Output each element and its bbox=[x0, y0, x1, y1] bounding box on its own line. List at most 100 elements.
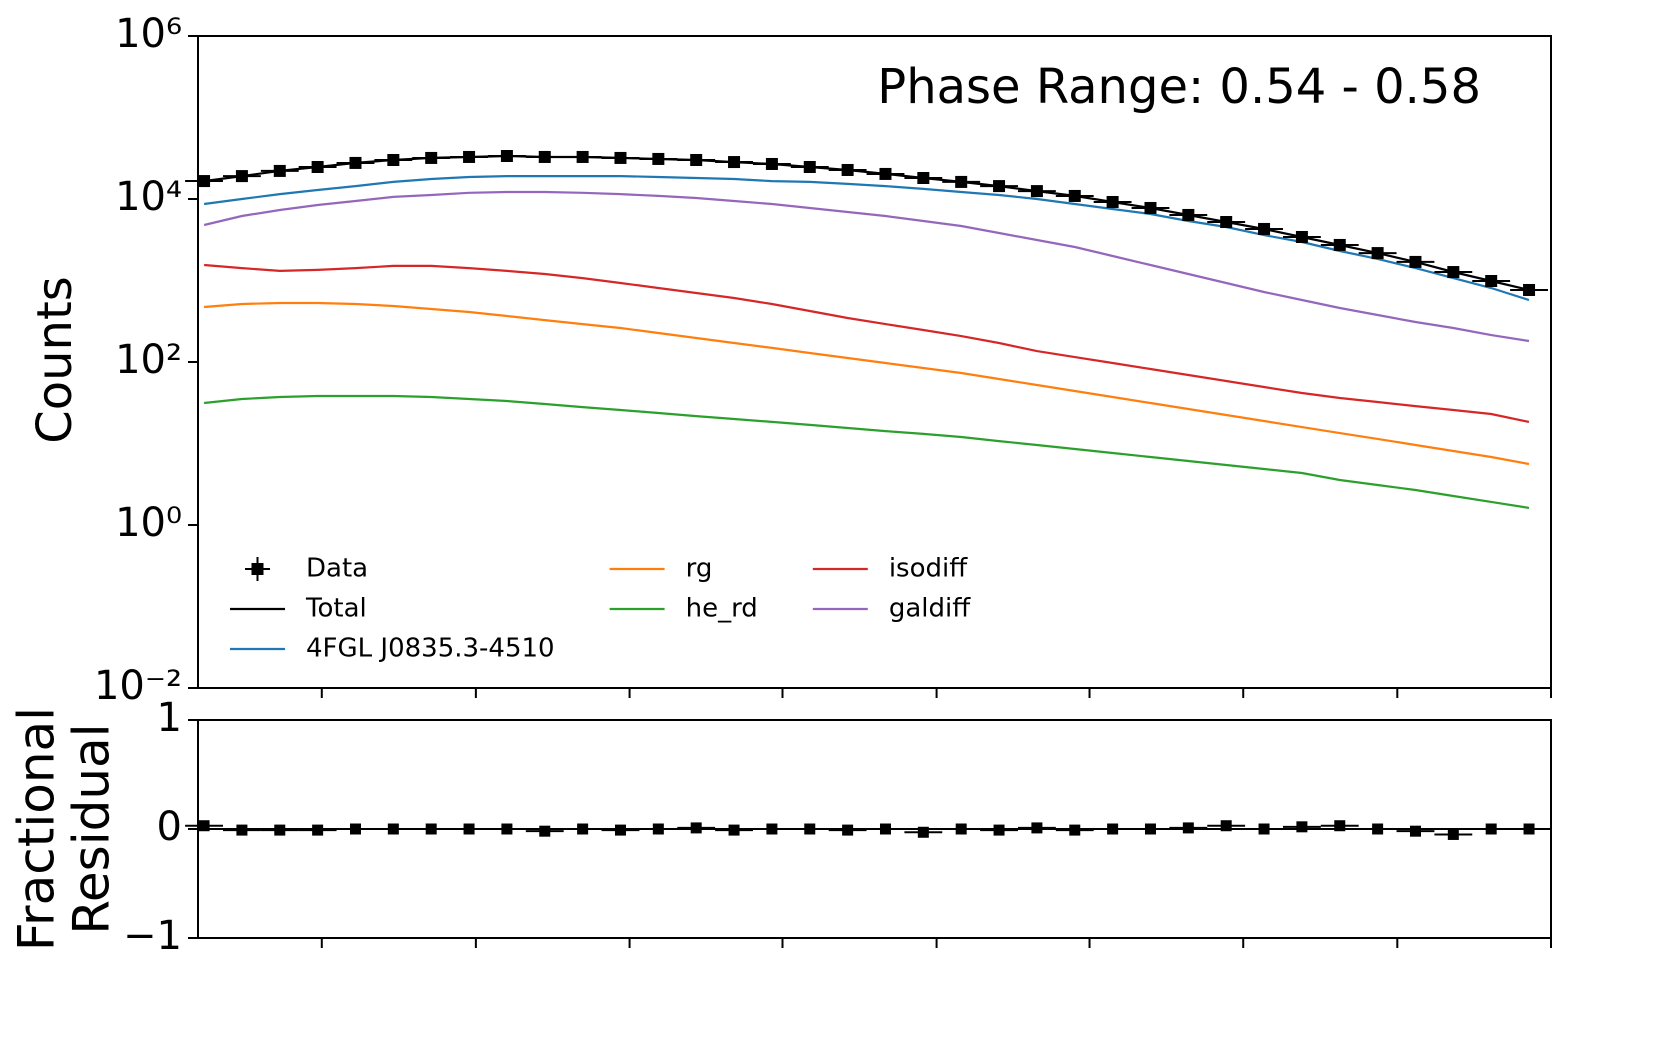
data-point bbox=[1258, 222, 1271, 235]
data-point bbox=[1107, 823, 1119, 835]
data-point bbox=[1258, 823, 1270, 835]
data-point bbox=[1334, 820, 1346, 832]
data-point bbox=[539, 825, 551, 837]
data-point bbox=[236, 824, 248, 836]
annotation: Phase Range: 0.54 - 0.58 bbox=[877, 59, 1481, 115]
data-point bbox=[1220, 820, 1232, 832]
data-point bbox=[1447, 266, 1460, 279]
data-point bbox=[1372, 823, 1384, 835]
data-point bbox=[1409, 825, 1421, 837]
y-axis-label: Fractional bbox=[8, 707, 66, 951]
data-point bbox=[879, 167, 892, 180]
data-point bbox=[993, 180, 1006, 193]
y-tick-label: 10⁴ bbox=[115, 174, 182, 220]
data-point bbox=[614, 824, 626, 836]
data-point bbox=[501, 823, 513, 835]
data-point bbox=[198, 820, 210, 832]
data-point bbox=[1523, 823, 1535, 835]
data-point bbox=[1182, 208, 1195, 221]
data-point bbox=[577, 823, 589, 835]
data-point bbox=[1485, 823, 1497, 835]
y-tick-label: 10⁶ bbox=[115, 11, 182, 57]
data-point bbox=[349, 823, 361, 835]
series-line bbox=[203, 154, 1530, 292]
y-tick-label: 10⁰ bbox=[115, 500, 182, 546]
y-tick-label: 10⁻² bbox=[94, 663, 182, 709]
data-point bbox=[463, 823, 475, 835]
data-point bbox=[652, 152, 665, 165]
data-point bbox=[1523, 283, 1536, 296]
legend-label: Total bbox=[305, 594, 367, 624]
legend-label: rg bbox=[686, 554, 713, 584]
data-point bbox=[1296, 821, 1308, 833]
data-point bbox=[311, 160, 324, 173]
data-point bbox=[1447, 828, 1459, 840]
y-tick-label: 1 bbox=[157, 695, 182, 741]
data-point bbox=[1031, 822, 1043, 834]
data-point bbox=[842, 824, 854, 836]
data-point bbox=[425, 151, 438, 164]
data-point bbox=[1333, 238, 1346, 251]
data-point bbox=[917, 826, 929, 838]
data-point bbox=[273, 164, 286, 177]
data-point bbox=[312, 824, 324, 836]
series-line bbox=[204, 263, 1530, 423]
data-point bbox=[1485, 274, 1498, 287]
y-tick-label: 0 bbox=[157, 804, 182, 850]
data-point bbox=[841, 163, 854, 176]
data-point bbox=[235, 170, 248, 183]
data-point bbox=[387, 823, 399, 835]
data-point bbox=[728, 824, 740, 836]
series-line bbox=[204, 301, 1530, 466]
data-point bbox=[1220, 216, 1233, 229]
series-line bbox=[203, 175, 1530, 302]
data-point bbox=[349, 156, 362, 169]
y-tick-label: 10² bbox=[115, 337, 182, 383]
data-point bbox=[917, 171, 930, 184]
data-point bbox=[576, 150, 589, 163]
data-point bbox=[652, 823, 664, 835]
data-point bbox=[1144, 201, 1157, 214]
series-line bbox=[203, 190, 1530, 343]
legend-label: isodiff bbox=[889, 554, 968, 584]
data-point bbox=[1144, 823, 1156, 835]
data-point bbox=[198, 175, 211, 188]
data-point bbox=[1371, 247, 1384, 260]
data-point bbox=[1295, 230, 1308, 243]
data-point bbox=[955, 175, 968, 188]
data-point bbox=[1409, 255, 1422, 268]
legend-label: galdiff bbox=[889, 594, 971, 624]
y-axis-label: Counts bbox=[27, 276, 83, 444]
data-point bbox=[804, 823, 816, 835]
data-point bbox=[879, 823, 891, 835]
data-point bbox=[1030, 185, 1043, 198]
data-point bbox=[463, 150, 476, 163]
data-point bbox=[765, 157, 778, 170]
data-point bbox=[955, 823, 967, 835]
data-point bbox=[1106, 195, 1119, 208]
data-point bbox=[425, 823, 437, 835]
legend-label: Data bbox=[306, 554, 368, 584]
legend-label: he_rd bbox=[686, 594, 758, 624]
data-point bbox=[690, 822, 702, 834]
legend-handle bbox=[251, 563, 264, 575]
axes-frame bbox=[197, 35, 1552, 689]
y-tick-label: −1 bbox=[123, 913, 182, 959]
data-point bbox=[538, 150, 551, 163]
data-point bbox=[500, 149, 513, 162]
data-point bbox=[766, 823, 778, 835]
data-point bbox=[274, 824, 286, 836]
axes-frame bbox=[197, 719, 1552, 939]
data-point bbox=[1182, 822, 1194, 834]
data-point bbox=[614, 151, 627, 164]
data-point bbox=[728, 156, 741, 169]
series-line bbox=[203, 394, 1530, 509]
data-point bbox=[803, 160, 816, 173]
data-point bbox=[387, 153, 400, 166]
y-axis-label: Residual bbox=[63, 723, 121, 934]
data-point bbox=[993, 824, 1005, 836]
data-point bbox=[690, 153, 703, 166]
data-point bbox=[1069, 824, 1081, 836]
